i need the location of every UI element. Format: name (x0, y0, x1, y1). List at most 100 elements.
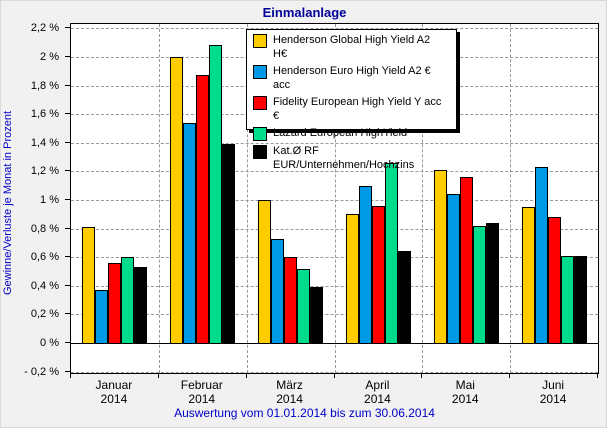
x-axis-tick (333, 373, 335, 378)
bar (459, 177, 473, 344)
bar (108, 262, 122, 344)
bar (121, 257, 135, 344)
x-axis-tick (245, 373, 247, 378)
month-boundary-gridline (334, 24, 336, 373)
legend-swatch (253, 34, 267, 48)
bar (534, 167, 548, 344)
chart-title: Einmalanlage (262, 5, 347, 20)
y-tick-label: 0,6 % (30, 251, 59, 264)
y-tick-label: 1,2 % (30, 165, 59, 178)
legend-item: Henderson Global High Yield A2 H€ (251, 33, 452, 61)
month-year: 2014 (276, 392, 303, 406)
x-category-label: Januar 2014 (66, 378, 162, 406)
month-year: 2014 (451, 392, 479, 406)
month-boundary-gridline (510, 24, 512, 373)
x-category-label: April 2014 (329, 378, 425, 406)
legend-item: Henderson Euro High Yield A2 € acc (251, 64, 452, 92)
y-axis-tick (65, 84, 70, 86)
bar (297, 268, 311, 344)
month-boundary-gridline (158, 24, 160, 373)
bar (345, 214, 359, 344)
bar (196, 75, 210, 344)
legend-swatch (253, 145, 267, 159)
bar (95, 290, 109, 344)
y-tick-label: 0,8 % (30, 222, 59, 235)
bar (485, 222, 499, 344)
x-category-label: Mai 2014 (417, 378, 513, 406)
month-name: Mai (455, 378, 475, 392)
bar (271, 238, 285, 344)
legend-label: Kat.Ø RF EUR/Unternehmen/Hochzins (273, 145, 415, 171)
legend-label: Lazard European HighYield (273, 127, 408, 139)
legend-item: Fidelity European High Yield Y acc € (251, 95, 452, 123)
legend: Henderson Global High Yield A2 H€ Henders… (246, 29, 457, 171)
y-axis-tick (65, 313, 70, 315)
y-tick-label: 2,2 % (30, 22, 59, 35)
y-tick-label: 1,8 % (30, 79, 59, 92)
bar (573, 255, 587, 344)
y-tick-label: 0,2 % (30, 308, 59, 321)
bar (358, 185, 372, 344)
month-year: 2014 (100, 392, 128, 406)
bar (222, 144, 236, 344)
month-boundary-gridline (246, 24, 248, 373)
x-axis-tick (509, 373, 511, 378)
legend-label: Henderson Euro High Yield A2 € acc (273, 65, 431, 91)
bar (446, 194, 460, 344)
y-axis-tick (65, 27, 70, 29)
month-boundary-gridline (422, 24, 424, 373)
legend-item: Kat.Ø RF EUR/Unternehmen/Hochzins (251, 144, 452, 172)
y-axis-tick (65, 141, 70, 143)
x-axis-tick (157, 373, 159, 378)
x-axis-tick (70, 373, 71, 378)
x-category-label: März 2014 (242, 378, 338, 406)
month-name: Januar (95, 378, 133, 392)
month-year: 2014 (188, 392, 216, 406)
bar (560, 255, 574, 344)
legend-swatch (253, 65, 267, 79)
y-tick-label: 1,6 % (30, 108, 59, 121)
month-name: März (276, 378, 303, 392)
month-name: April (365, 378, 390, 392)
y-axis-tick (65, 55, 70, 57)
y-axis-tick (65, 284, 70, 286)
bar (310, 287, 324, 344)
legend-swatch (253, 127, 267, 141)
y-axis-tick (65, 256, 70, 258)
y-axis-tick (65, 198, 70, 200)
y-tick-label: 0 % (40, 336, 59, 349)
bar (433, 169, 447, 344)
bar (134, 267, 148, 344)
month-year: 2014 (364, 392, 391, 406)
bar (371, 205, 385, 344)
bar (547, 217, 561, 344)
y-tick-label: - 0,2 % (24, 365, 59, 378)
legend-item: Lazard European HighYield (251, 126, 452, 141)
bar (397, 251, 411, 344)
y-axis-tick (65, 341, 70, 343)
y-tick-label: 1 % (40, 193, 59, 206)
legend-label: Fidelity European High Yield Y acc € (273, 96, 442, 122)
bar (384, 162, 398, 344)
x-category-label: Februar 2014 (154, 378, 250, 406)
y-axis-tick (65, 170, 70, 172)
bar (183, 122, 197, 344)
bar (209, 45, 223, 344)
y-tick-label: 1,4 % (30, 136, 59, 149)
x-category-label: Juni 2014 (505, 378, 601, 406)
x-axis-tick (597, 373, 598, 378)
month-name: Juni (542, 378, 565, 392)
month-year: 2014 (539, 392, 567, 406)
bar (82, 227, 96, 344)
y-tick-label: 2 % (40, 50, 59, 63)
x-axis-tick (421, 373, 423, 378)
evaluation-period-note: Auswertung vom 01.01.2014 bis zum 30.06.… (174, 406, 435, 420)
bar (258, 199, 272, 344)
bar (521, 207, 535, 344)
bar (170, 56, 184, 344)
bar (284, 257, 298, 344)
month-name: Februar (180, 378, 223, 392)
legend-label: Henderson Global High Yield A2 H€ (273, 34, 431, 60)
y-axis-tick (65, 113, 70, 115)
